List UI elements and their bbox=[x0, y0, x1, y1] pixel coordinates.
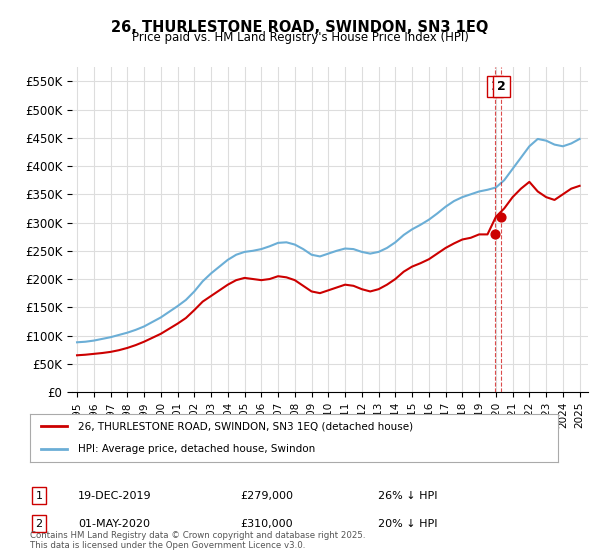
Text: 1: 1 bbox=[35, 491, 43, 501]
Text: £279,000: £279,000 bbox=[240, 491, 293, 501]
Text: 2: 2 bbox=[497, 80, 506, 93]
Text: £310,000: £310,000 bbox=[240, 519, 293, 529]
Text: Price paid vs. HM Land Registry's House Price Index (HPI): Price paid vs. HM Land Registry's House … bbox=[131, 31, 469, 44]
Text: Contains HM Land Registry data © Crown copyright and database right 2025.
This d: Contains HM Land Registry data © Crown c… bbox=[30, 530, 365, 550]
Text: 2: 2 bbox=[35, 519, 43, 529]
Point bbox=[497, 212, 506, 221]
Point bbox=[490, 230, 500, 239]
Text: HPI: Average price, detached house, Swindon: HPI: Average price, detached house, Swin… bbox=[77, 444, 315, 454]
Text: 20% ↓ HPI: 20% ↓ HPI bbox=[378, 519, 437, 529]
Text: 26% ↓ HPI: 26% ↓ HPI bbox=[378, 491, 437, 501]
Text: 1: 1 bbox=[491, 80, 500, 93]
Text: 26, THURLESTONE ROAD, SWINDON, SN3 1EQ (detached house): 26, THURLESTONE ROAD, SWINDON, SN3 1EQ (… bbox=[77, 421, 413, 431]
Text: 01-MAY-2020: 01-MAY-2020 bbox=[78, 519, 150, 529]
Text: 19-DEC-2019: 19-DEC-2019 bbox=[78, 491, 152, 501]
Text: 26, THURLESTONE ROAD, SWINDON, SN3 1EQ: 26, THURLESTONE ROAD, SWINDON, SN3 1EQ bbox=[112, 20, 488, 35]
